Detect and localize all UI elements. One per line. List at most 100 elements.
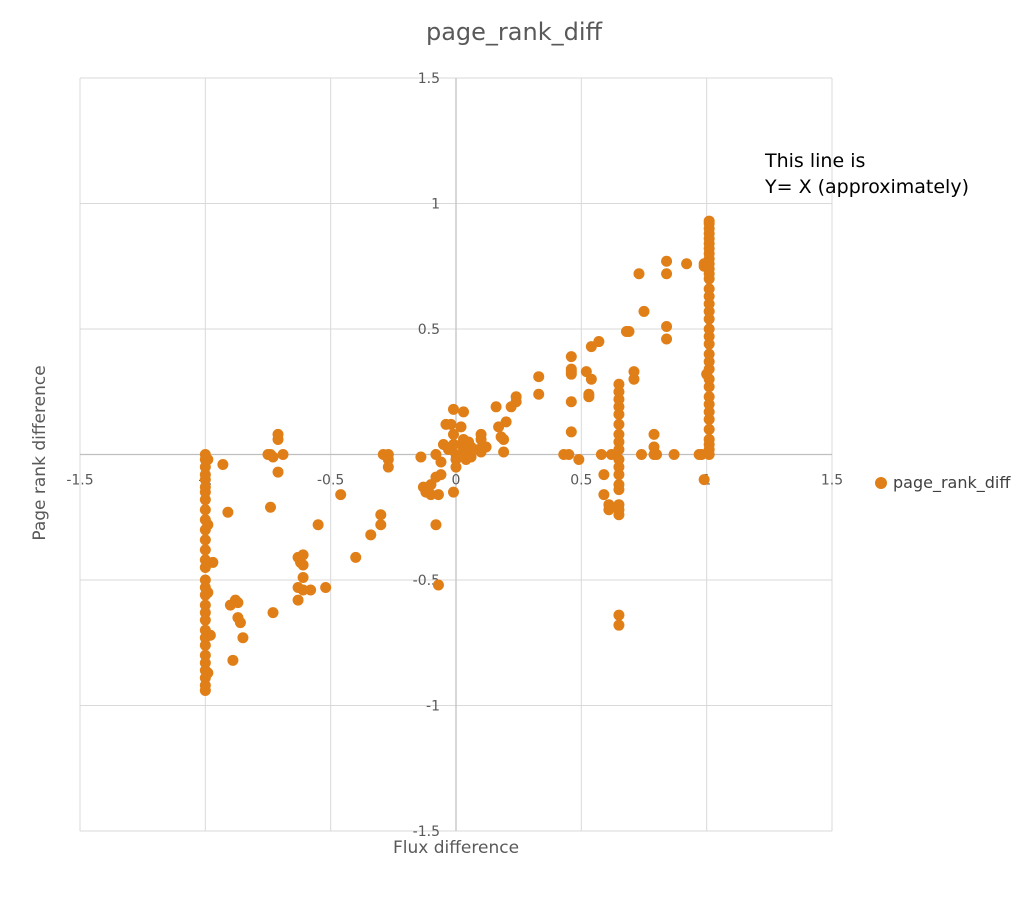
data-point xyxy=(565,426,577,438)
x-tick-label: -1.5 xyxy=(66,473,93,489)
data-point xyxy=(681,258,693,270)
data-point xyxy=(613,509,625,521)
data-point xyxy=(565,368,577,380)
data-point xyxy=(199,649,211,661)
data-point xyxy=(703,298,715,310)
y-tick-label: 1.5 xyxy=(418,71,440,87)
x-tick-label: 0.5 xyxy=(570,473,592,489)
data-point xyxy=(703,406,715,418)
data-point xyxy=(199,504,211,516)
data-point xyxy=(425,489,437,501)
data-point xyxy=(703,398,715,410)
data-point xyxy=(202,519,214,531)
legend: page_rank_diff xyxy=(875,473,1010,492)
data-point xyxy=(375,519,387,531)
data-point xyxy=(382,461,394,473)
data-point xyxy=(613,386,625,398)
data-point xyxy=(297,571,309,583)
x-axis-label: Flux difference xyxy=(392,838,520,858)
data-point xyxy=(623,326,635,338)
data-point xyxy=(292,594,304,606)
data-point xyxy=(199,544,211,556)
data-point xyxy=(432,489,444,501)
data-point xyxy=(565,351,577,363)
data-point xyxy=(207,556,219,568)
y-tick-label: -1.5 xyxy=(413,824,440,840)
data-point xyxy=(455,421,467,433)
data-point xyxy=(447,486,459,498)
data-point xyxy=(202,587,214,599)
data-point xyxy=(232,597,244,609)
data-point xyxy=(267,607,279,619)
data-point xyxy=(350,551,362,563)
data-point xyxy=(633,268,645,280)
data-point xyxy=(613,428,625,440)
y-tick-label: 0.5 xyxy=(418,322,440,338)
data-point xyxy=(297,549,309,561)
data-point xyxy=(217,459,229,471)
x-tick-label: 0 xyxy=(452,473,461,489)
data-point xyxy=(199,474,211,486)
data-point xyxy=(199,574,211,586)
data-point xyxy=(661,320,673,332)
data-point xyxy=(613,609,625,621)
data-point xyxy=(305,584,317,596)
data-point xyxy=(475,428,487,440)
data-point xyxy=(335,489,347,501)
data-point xyxy=(703,323,715,335)
data-point xyxy=(703,305,715,317)
annotation-line-1: This line is xyxy=(765,150,866,172)
data-point xyxy=(638,305,650,317)
data-point xyxy=(199,607,211,619)
data-point xyxy=(272,433,284,445)
data-point xyxy=(703,348,715,360)
data-point xyxy=(498,433,510,445)
x-tick-label: -0.5 xyxy=(317,473,344,489)
annotation-text: This line is Y= X (approximately) xyxy=(765,148,969,200)
data-point xyxy=(613,484,625,496)
y-tick-label: -1 xyxy=(426,699,440,715)
data-point xyxy=(703,290,715,302)
data-point xyxy=(565,396,577,408)
data-point xyxy=(382,454,394,466)
data-point xyxy=(199,534,211,546)
data-point xyxy=(265,501,277,513)
data-point xyxy=(435,456,447,468)
legend-label: page_rank_diff xyxy=(893,473,1011,492)
data-point xyxy=(613,393,625,405)
data-point xyxy=(563,449,575,460)
data-point xyxy=(199,639,211,651)
data-point xyxy=(500,416,512,428)
data-point xyxy=(432,579,444,591)
data-point xyxy=(703,423,715,435)
data-point xyxy=(292,582,304,594)
data-point xyxy=(447,403,459,415)
x-tick-label: 1.5 xyxy=(821,473,843,489)
data-point xyxy=(447,438,459,450)
data-point xyxy=(450,454,462,466)
data-point xyxy=(272,466,284,478)
data-point xyxy=(320,582,332,594)
data-point xyxy=(613,454,625,466)
data-point xyxy=(573,454,585,466)
data-point xyxy=(661,255,673,267)
data-point xyxy=(202,454,214,466)
data-point xyxy=(490,401,502,413)
data-point xyxy=(445,418,457,430)
data-point xyxy=(595,449,607,460)
data-point xyxy=(199,599,211,611)
data-point xyxy=(583,391,595,403)
data-point xyxy=(598,489,610,501)
data-point xyxy=(703,363,715,375)
data-point xyxy=(277,449,289,460)
data-point xyxy=(365,529,377,541)
data-point xyxy=(375,509,387,521)
data-point xyxy=(613,408,625,420)
data-point xyxy=(267,451,279,463)
data-point xyxy=(613,619,625,631)
data-point xyxy=(199,494,211,506)
data-points xyxy=(199,215,715,696)
data-point xyxy=(628,366,640,378)
data-point xyxy=(648,428,660,440)
data-point xyxy=(202,667,214,679)
